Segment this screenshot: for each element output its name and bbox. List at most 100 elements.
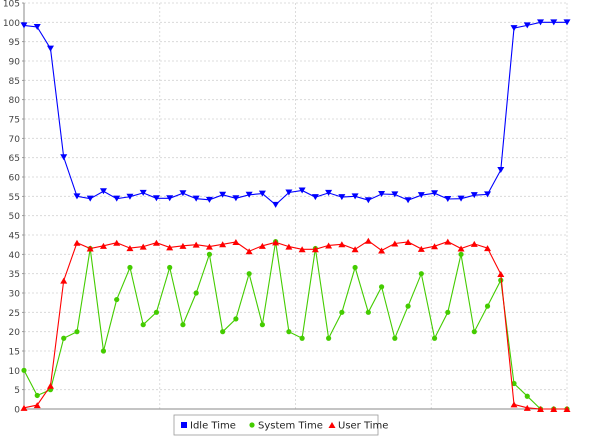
- data-point-user-time: [537, 406, 545, 412]
- data-point-system-time: [405, 303, 411, 309]
- data-point-user-time: [563, 406, 571, 412]
- y-tick-label: 10: [9, 367, 21, 377]
- data-point-idle-time: [364, 197, 372, 204]
- data-point-user-time: [378, 247, 386, 254]
- data-point-system-time: [286, 329, 292, 335]
- data-point-idle-time: [325, 189, 333, 196]
- data-point-user-time: [325, 242, 333, 249]
- data-point-user-time: [219, 241, 227, 248]
- data-point-idle-time: [285, 189, 293, 196]
- data-point-system-time: [431, 335, 438, 341]
- data-point-system-time: [61, 335, 67, 341]
- data-point-idle-time: [272, 201, 280, 208]
- series-system-time: [21, 238, 570, 412]
- legend: Idle Time System Time User Time: [173, 414, 388, 436]
- data-point-system-time: [140, 322, 146, 328]
- data-point-idle-time: [113, 195, 121, 202]
- series-lines: [20, 19, 571, 412]
- data-point-idle-time: [537, 19, 545, 26]
- data-point-idle-time: [219, 191, 227, 198]
- data-point-system-time: [246, 271, 252, 277]
- data-point-system-time: [21, 367, 27, 373]
- data-point-idle-time: [484, 191, 492, 198]
- data-point-user-time: [364, 237, 372, 244]
- data-point-idle-time: [245, 191, 253, 198]
- y-tick-label: 45: [9, 232, 20, 242]
- data-point-user-time: [232, 238, 240, 245]
- data-point-user-time: [391, 240, 399, 247]
- data-point-user-time: [298, 246, 306, 253]
- data-point-idle-time: [311, 194, 319, 201]
- y-tick-label: 35: [9, 270, 20, 280]
- series-idle-time: [20, 19, 571, 208]
- data-point-system-time: [378, 284, 385, 290]
- y-tick-label: 100: [3, 19, 20, 29]
- data-point-system-time: [299, 335, 305, 341]
- data-point-idle-time: [444, 196, 452, 203]
- data-point-idle-time: [258, 190, 266, 197]
- y-tick-label: 55: [9, 193, 20, 203]
- data-point-idle-time: [139, 189, 147, 196]
- data-point-idle-time: [417, 192, 425, 199]
- data-point-user-time: [205, 243, 213, 250]
- data-point-system-time: [114, 296, 120, 303]
- data-point-user-time: [444, 238, 452, 245]
- legend-label-idle-time: Idle Time: [190, 421, 236, 432]
- data-point-idle-time: [46, 45, 54, 52]
- data-point-user-time: [351, 246, 359, 253]
- data-point-user-time: [126, 245, 134, 252]
- data-point-system-time: [365, 309, 371, 315]
- y-tick-label: 20: [9, 328, 21, 338]
- data-point-user-time: [285, 243, 293, 250]
- data-point-system-time: [220, 329, 226, 335]
- data-point-idle-time: [232, 195, 240, 202]
- data-point-idle-time: [126, 193, 134, 200]
- data-point-idle-time: [166, 195, 174, 202]
- y-tick-label: 80: [9, 96, 21, 106]
- axes: 0 5 10 15 20 25 30 35 40 45 50 55 60 65 70 75 80 85 90 95 10…: [3, 0, 567, 416]
- data-point-idle-time: [404, 197, 412, 204]
- y-tick-label: 95: [9, 38, 20, 48]
- data-point-user-time: [86, 245, 94, 252]
- data-point-user-time: [497, 271, 505, 278]
- series-user-time: [20, 237, 571, 412]
- data-point-idle-time: [99, 188, 107, 195]
- data-point-user-time: [179, 242, 187, 249]
- data-point-user-time: [166, 244, 174, 251]
- data-point-user-time: [73, 239, 81, 246]
- data-point-system-time: [167, 264, 173, 271]
- y-tick-label: 70: [9, 135, 21, 145]
- data-point-system-time: [484, 303, 491, 309]
- data-point-system-time: [471, 329, 477, 335]
- data-point-idle-time: [497, 167, 505, 174]
- data-point-idle-time: [550, 19, 558, 26]
- data-point-system-time: [259, 322, 265, 328]
- data-point-user-time: [113, 239, 121, 246]
- legend-marker-system-time: [249, 422, 255, 428]
- data-point-user-time: [523, 404, 531, 411]
- data-point-user-time: [311, 246, 319, 253]
- data-point-system-time: [127, 264, 133, 271]
- data-point-user-time: [258, 242, 266, 249]
- data-point-system-time: [74, 329, 80, 335]
- data-point-system-time: [511, 380, 517, 387]
- data-point-idle-time: [33, 23, 41, 30]
- data-point-idle-time: [351, 193, 359, 200]
- data-point-idle-time: [86, 195, 94, 202]
- data-point-idle-time: [205, 196, 213, 203]
- legend-marker-user-time: [328, 422, 336, 428]
- data-point-user-time: [550, 406, 558, 412]
- y-tick-label: 5: [14, 386, 20, 396]
- data-point-system-time: [445, 309, 451, 315]
- y-tick-label: 0: [14, 406, 20, 416]
- y-tick-label: 30: [9, 290, 21, 300]
- data-point-user-time: [457, 245, 465, 252]
- data-point-user-time: [99, 242, 107, 249]
- legend-box: [173, 414, 379, 436]
- y-tick-label: 50: [9, 212, 21, 222]
- data-point-idle-time: [152, 195, 160, 202]
- data-point-system-time: [100, 348, 107, 354]
- legend-marker-idle-time: [181, 422, 187, 428]
- data-point-idle-time: [523, 22, 531, 29]
